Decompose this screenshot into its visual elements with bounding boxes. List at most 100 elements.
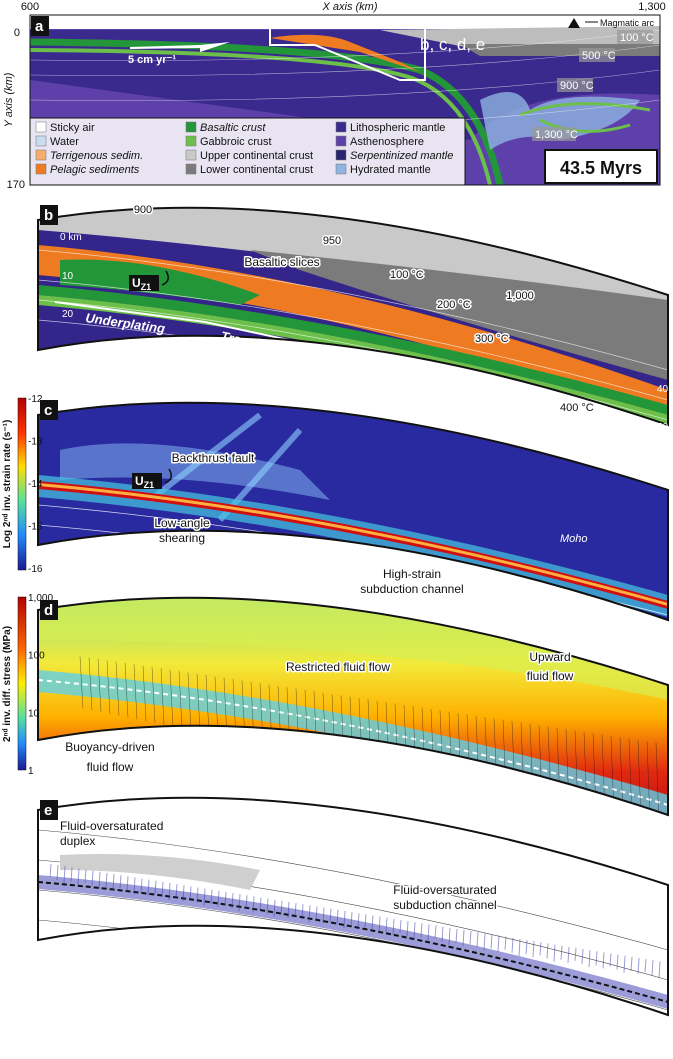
panel-label: e <box>44 802 52 819</box>
isotherm-label: 300 °C <box>475 333 509 345</box>
isotherm-box <box>557 78 593 92</box>
depth-tick-label: 30 <box>62 347 74 358</box>
fluid-speck <box>154 880 157 894</box>
fluid-speck <box>105 872 108 887</box>
fluid-speck <box>364 914 367 928</box>
fluid-speck <box>469 931 472 945</box>
fluid-speck <box>182 885 185 902</box>
x-tick-label: 1,000 <box>506 290 534 302</box>
colorbar-tick-label: -16 <box>28 564 43 575</box>
basaltic-slices-label: Basaltic slices <box>244 255 319 269</box>
colorbar <box>17 596 27 771</box>
panel-d-content <box>38 597 668 815</box>
panel-frame <box>37 796 669 1017</box>
fluid-speck <box>644 959 647 973</box>
legend-label: Hydrated mantle <box>350 164 431 176</box>
fluid-speck <box>441 926 444 942</box>
uz1-main: U <box>132 276 141 290</box>
fluid-speck <box>301 904 304 920</box>
shear-zone <box>60 443 330 500</box>
fluid-speck <box>231 893 234 909</box>
legend-swatch <box>185 121 197 133</box>
fluid-speck <box>427 924 430 941</box>
backthrust-label: Backthrust fault <box>172 451 255 465</box>
velocity-label: 5 cm yr⁻¹ <box>128 54 176 66</box>
legend-label: Sticky air <box>50 122 95 134</box>
fluid-speck <box>371 915 374 931</box>
uz1-box <box>129 275 159 291</box>
fluid-speck <box>581 949 584 965</box>
fluid-speck <box>462 929 465 947</box>
fluid-speck <box>392 918 395 935</box>
fluid-speck <box>539 942 542 956</box>
legend-swatch <box>335 149 347 161</box>
channel-dash <box>38 679 668 806</box>
fluid-speck <box>616 954 619 970</box>
low-angle-label-line: Low-angle <box>154 516 210 530</box>
legend-swatch <box>35 135 47 147</box>
uz1-main: U <box>135 474 144 488</box>
legend-label: Serpentinized mantle <box>350 150 453 162</box>
fluid-speck <box>518 938 521 956</box>
fluid-speck <box>259 897 262 911</box>
panel-d <box>37 596 669 817</box>
fluid-speck <box>77 868 80 885</box>
y-axis-label: Y axis (km) <box>3 72 15 127</box>
channel-label-line: High-strain <box>383 567 441 581</box>
fluid-speck <box>294 903 297 917</box>
fluid-speck <box>175 884 178 899</box>
channel-cool <box>38 670 668 815</box>
fluid-path <box>97 658 102 713</box>
fluid-speck <box>623 955 626 973</box>
colorbar <box>17 397 27 571</box>
magmatic-arc: Magmatic arc <box>600 18 655 28</box>
fluid-speck <box>483 933 486 951</box>
fluid-speck <box>217 890 220 907</box>
fluid-speck <box>378 916 381 934</box>
continent <box>380 26 660 48</box>
legend-label: Terrigenous sedim. <box>50 150 143 162</box>
x-axis-label: X axis (km) <box>322 1 378 13</box>
colorbar-tick-label: -15 <box>28 522 43 533</box>
fluid-speck <box>525 940 528 955</box>
fluid-speck <box>70 867 73 882</box>
lower-crust <box>460 44 660 56</box>
legend-swatch <box>35 149 47 161</box>
panel-label-box <box>40 205 58 225</box>
fluid-speck <box>329 908 332 922</box>
uz1-arrow <box>164 468 172 484</box>
lower-crust <box>250 250 668 380</box>
legend-label: Gabbroic crust <box>200 136 272 148</box>
channel-label: High-strain subduction channel <box>360 567 463 596</box>
isotherm-box <box>617 30 653 44</box>
fluid-path <box>187 672 192 731</box>
fluid-speck <box>308 905 311 923</box>
upward-flow-label: Upward fluid flow <box>527 650 574 683</box>
fluid-speck <box>56 865 59 881</box>
slab-gabbro <box>30 48 492 185</box>
strain-band <box>38 481 668 609</box>
fluid-speck <box>322 907 325 924</box>
legend-label: Water <box>50 136 79 148</box>
buoyancy-flow-label: Buoyancy-driven fluid flow <box>65 740 154 774</box>
fluid-speck <box>280 900 283 915</box>
grid-curve <box>38 829 668 951</box>
fluid-speck <box>357 913 360 930</box>
x-tick-label: 950 <box>323 235 341 247</box>
fluid-speck <box>651 960 654 976</box>
hydrated <box>480 92 640 150</box>
arc-symbol <box>568 18 580 28</box>
panel-label-box <box>40 800 58 820</box>
sticky-air <box>30 15 660 29</box>
colorbar-tick-label: 1 <box>28 766 34 777</box>
panel-label-box <box>31 16 49 36</box>
moho-label: Moho <box>560 533 588 545</box>
time-box <box>544 149 658 184</box>
isotherm-label: 100 °C <box>620 32 654 44</box>
legend-swatch <box>185 149 197 161</box>
channel-fluid <box>38 875 668 1009</box>
fluid-speck <box>560 945 563 960</box>
fluid-speck <box>658 961 661 979</box>
panel-e <box>37 796 669 1017</box>
